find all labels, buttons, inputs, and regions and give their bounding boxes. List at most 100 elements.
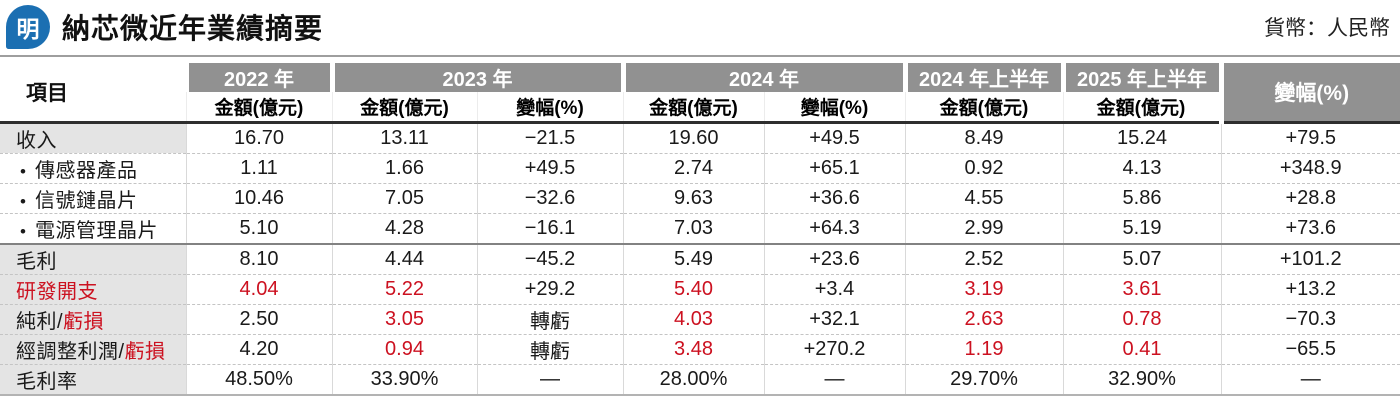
value-cell: 4.13 [1062, 152, 1221, 183]
value-cell: 28.00% [622, 363, 764, 396]
year-header-row: 項目 2022 年 2023 年 2024 年 2024 年上半年 2025 年… [0, 63, 1400, 124]
subheader-2023-amount: 金額(億元) [331, 92, 477, 124]
value-cell: 4.55 [904, 182, 1063, 213]
value-cell: +23.6 [763, 242, 905, 274]
value-cell: +32.1 [763, 303, 905, 334]
value-cell: −70.3 [1220, 303, 1400, 334]
value-cell: 32.90% [1062, 363, 1221, 396]
value-cell: +101.2 [1220, 242, 1400, 274]
currency-note: 貨幣：人民幣 [1264, 16, 1390, 40]
value-cell: −32.6 [476, 182, 623, 213]
value-cell: — [476, 363, 623, 396]
change-column-header: 變幅(%) [1218, 63, 1400, 124]
value-cell: 0.92 [904, 152, 1063, 183]
value-cell: +73.6 [1220, 212, 1400, 244]
value-cell: +348.9 [1220, 152, 1400, 183]
subheader-2023-change: 變幅(%) [476, 92, 623, 124]
table-row-sensor-products: • 傳感器產品 1.11 1.66 +49.5 2.74 +65.1 0.92 4… [0, 152, 1400, 183]
value-cell: 16.70 [185, 122, 332, 153]
value-cell: 2.99 [904, 212, 1063, 244]
value-cell: +79.5 [1220, 122, 1400, 153]
value-cell: 2.74 [622, 152, 764, 183]
row-label: 電源管理晶片 [34, 219, 158, 242]
value-cell: +64.3 [763, 212, 905, 244]
row-label: 毛利率 [16, 370, 78, 393]
value-cell: 15.24 [1062, 122, 1221, 153]
col-group-2022: 2022 年 [183, 63, 332, 92]
subheader-2024-change: 變幅(%) [763, 92, 905, 124]
table-row-gross-margin: 毛利率 48.50% 33.90% — 28.00% — 29.70% 32.9… [0, 363, 1400, 396]
value-cell: 48.50% [185, 363, 332, 396]
value-cell: 19.60 [622, 122, 764, 153]
results-table: 項目 2022 年 2023 年 2024 年 2024 年上半年 2025 年… [0, 63, 1400, 396]
ming-pao-logo-icon: 明 [6, 4, 50, 49]
value-cell: 4.20 [185, 333, 332, 364]
value-cell: 0.78 [1062, 303, 1221, 334]
subheader-2024h1-amount: 金額(億元) [904, 92, 1063, 124]
value-cell: −65.5 [1220, 333, 1400, 364]
col-group-2025h1: 2025 年上半年 [1060, 63, 1221, 92]
value-cell: 4.03 [622, 303, 764, 334]
page-title: 納芯微近年業績摘要 [62, 12, 324, 44]
value-cell: 10.46 [185, 182, 332, 213]
row-label: 收入 [16, 129, 57, 152]
value-cell: 8.49 [904, 122, 1063, 153]
value-cell: 0.41 [1062, 333, 1221, 364]
value-cell: 3.05 [331, 303, 477, 334]
value-cell: 9.63 [622, 182, 764, 213]
value-cell: 4.44 [331, 242, 477, 274]
row-label-cell: • 信號鏈晶片 [0, 182, 186, 213]
table-row-power-management-chips: • 電源管理晶片 5.10 4.28 −16.1 7.03 +64.3 2.99 … [0, 212, 1400, 244]
value-cell: +49.5 [763, 122, 905, 153]
value-cell: 轉虧 [476, 303, 623, 334]
value-cell: +29.2 [476, 273, 623, 304]
value-cell: 3.48 [622, 333, 764, 364]
value-cell: +28.8 [1220, 182, 1400, 213]
value-cell: 7.05 [331, 182, 477, 213]
col-group-2023: 2023 年 [329, 63, 623, 92]
row-label: 經調整利潤/ [16, 340, 125, 363]
value-cell: 3.61 [1062, 273, 1221, 304]
row-label-cell: • 電源管理晶片 [0, 212, 186, 244]
row-label: 信號鏈晶片 [34, 189, 138, 212]
value-cell: 5.07 [1062, 242, 1221, 274]
value-cell: 3.19 [904, 273, 1063, 304]
row-label-loss: 虧損 [63, 310, 105, 333]
value-cell: 轉虧 [476, 333, 623, 364]
row-label-cell: 研發開支 [0, 273, 186, 304]
subheader-row: 金額(億元) 金額(億元) 變幅(%) 金額(億元) 變幅(%) 金額(億元) … [0, 92, 1400, 124]
value-cell: 2.50 [185, 303, 332, 334]
row-label: 純利/ [16, 310, 64, 333]
value-cell: 5.86 [1062, 182, 1221, 213]
row-label-cell: 毛利 [0, 242, 186, 274]
table-row-net-profit-loss: 純利/虧損 2.50 3.05 轉虧 4.03 +32.1 2.63 0.78 … [0, 303, 1400, 334]
row-label-cell: 毛利率 [0, 363, 186, 396]
row-label-cell: • 傳感器產品 [0, 152, 186, 183]
row-label-cell: 收入 [0, 122, 186, 153]
value-cell: +13.2 [1220, 273, 1400, 304]
table-row-gross-profit: 毛利 8.10 4.44 −45.2 5.49 +23.6 2.52 5.07 … [0, 242, 1400, 274]
value-cell: +49.5 [476, 152, 623, 183]
subheader-2022-amount: 金額(億元) [185, 92, 332, 124]
value-cell: 13.11 [331, 122, 477, 153]
col-group-2024h1: 2024 年上半年 [902, 63, 1063, 92]
row-label-loss: 虧損 [124, 340, 166, 363]
item-column-header: 項目 [0, 63, 186, 124]
table-row-revenue: 收入 16.70 13.11 −21.5 19.60 +49.5 8.49 15… [0, 122, 1400, 153]
value-cell: +36.6 [763, 182, 905, 213]
value-cell: 1.11 [185, 152, 332, 183]
bullet-icon: • [20, 161, 26, 181]
row-label-cell: 純利/虧損 [0, 303, 186, 334]
value-cell: 1.66 [331, 152, 477, 183]
value-cell: +270.2 [763, 333, 905, 364]
subheader-2025h1-amount: 金額(億元) [1062, 92, 1221, 124]
value-cell: −45.2 [476, 242, 623, 274]
value-cell: 5.40 [622, 273, 764, 304]
value-cell: +3.4 [763, 273, 905, 304]
value-cell: 2.52 [904, 242, 1063, 274]
row-label-cell: 經調整利潤/虧損 [0, 333, 186, 364]
value-cell: — [763, 363, 905, 396]
value-cell: 0.94 [331, 333, 477, 364]
value-cell: 2.63 [904, 303, 1063, 334]
